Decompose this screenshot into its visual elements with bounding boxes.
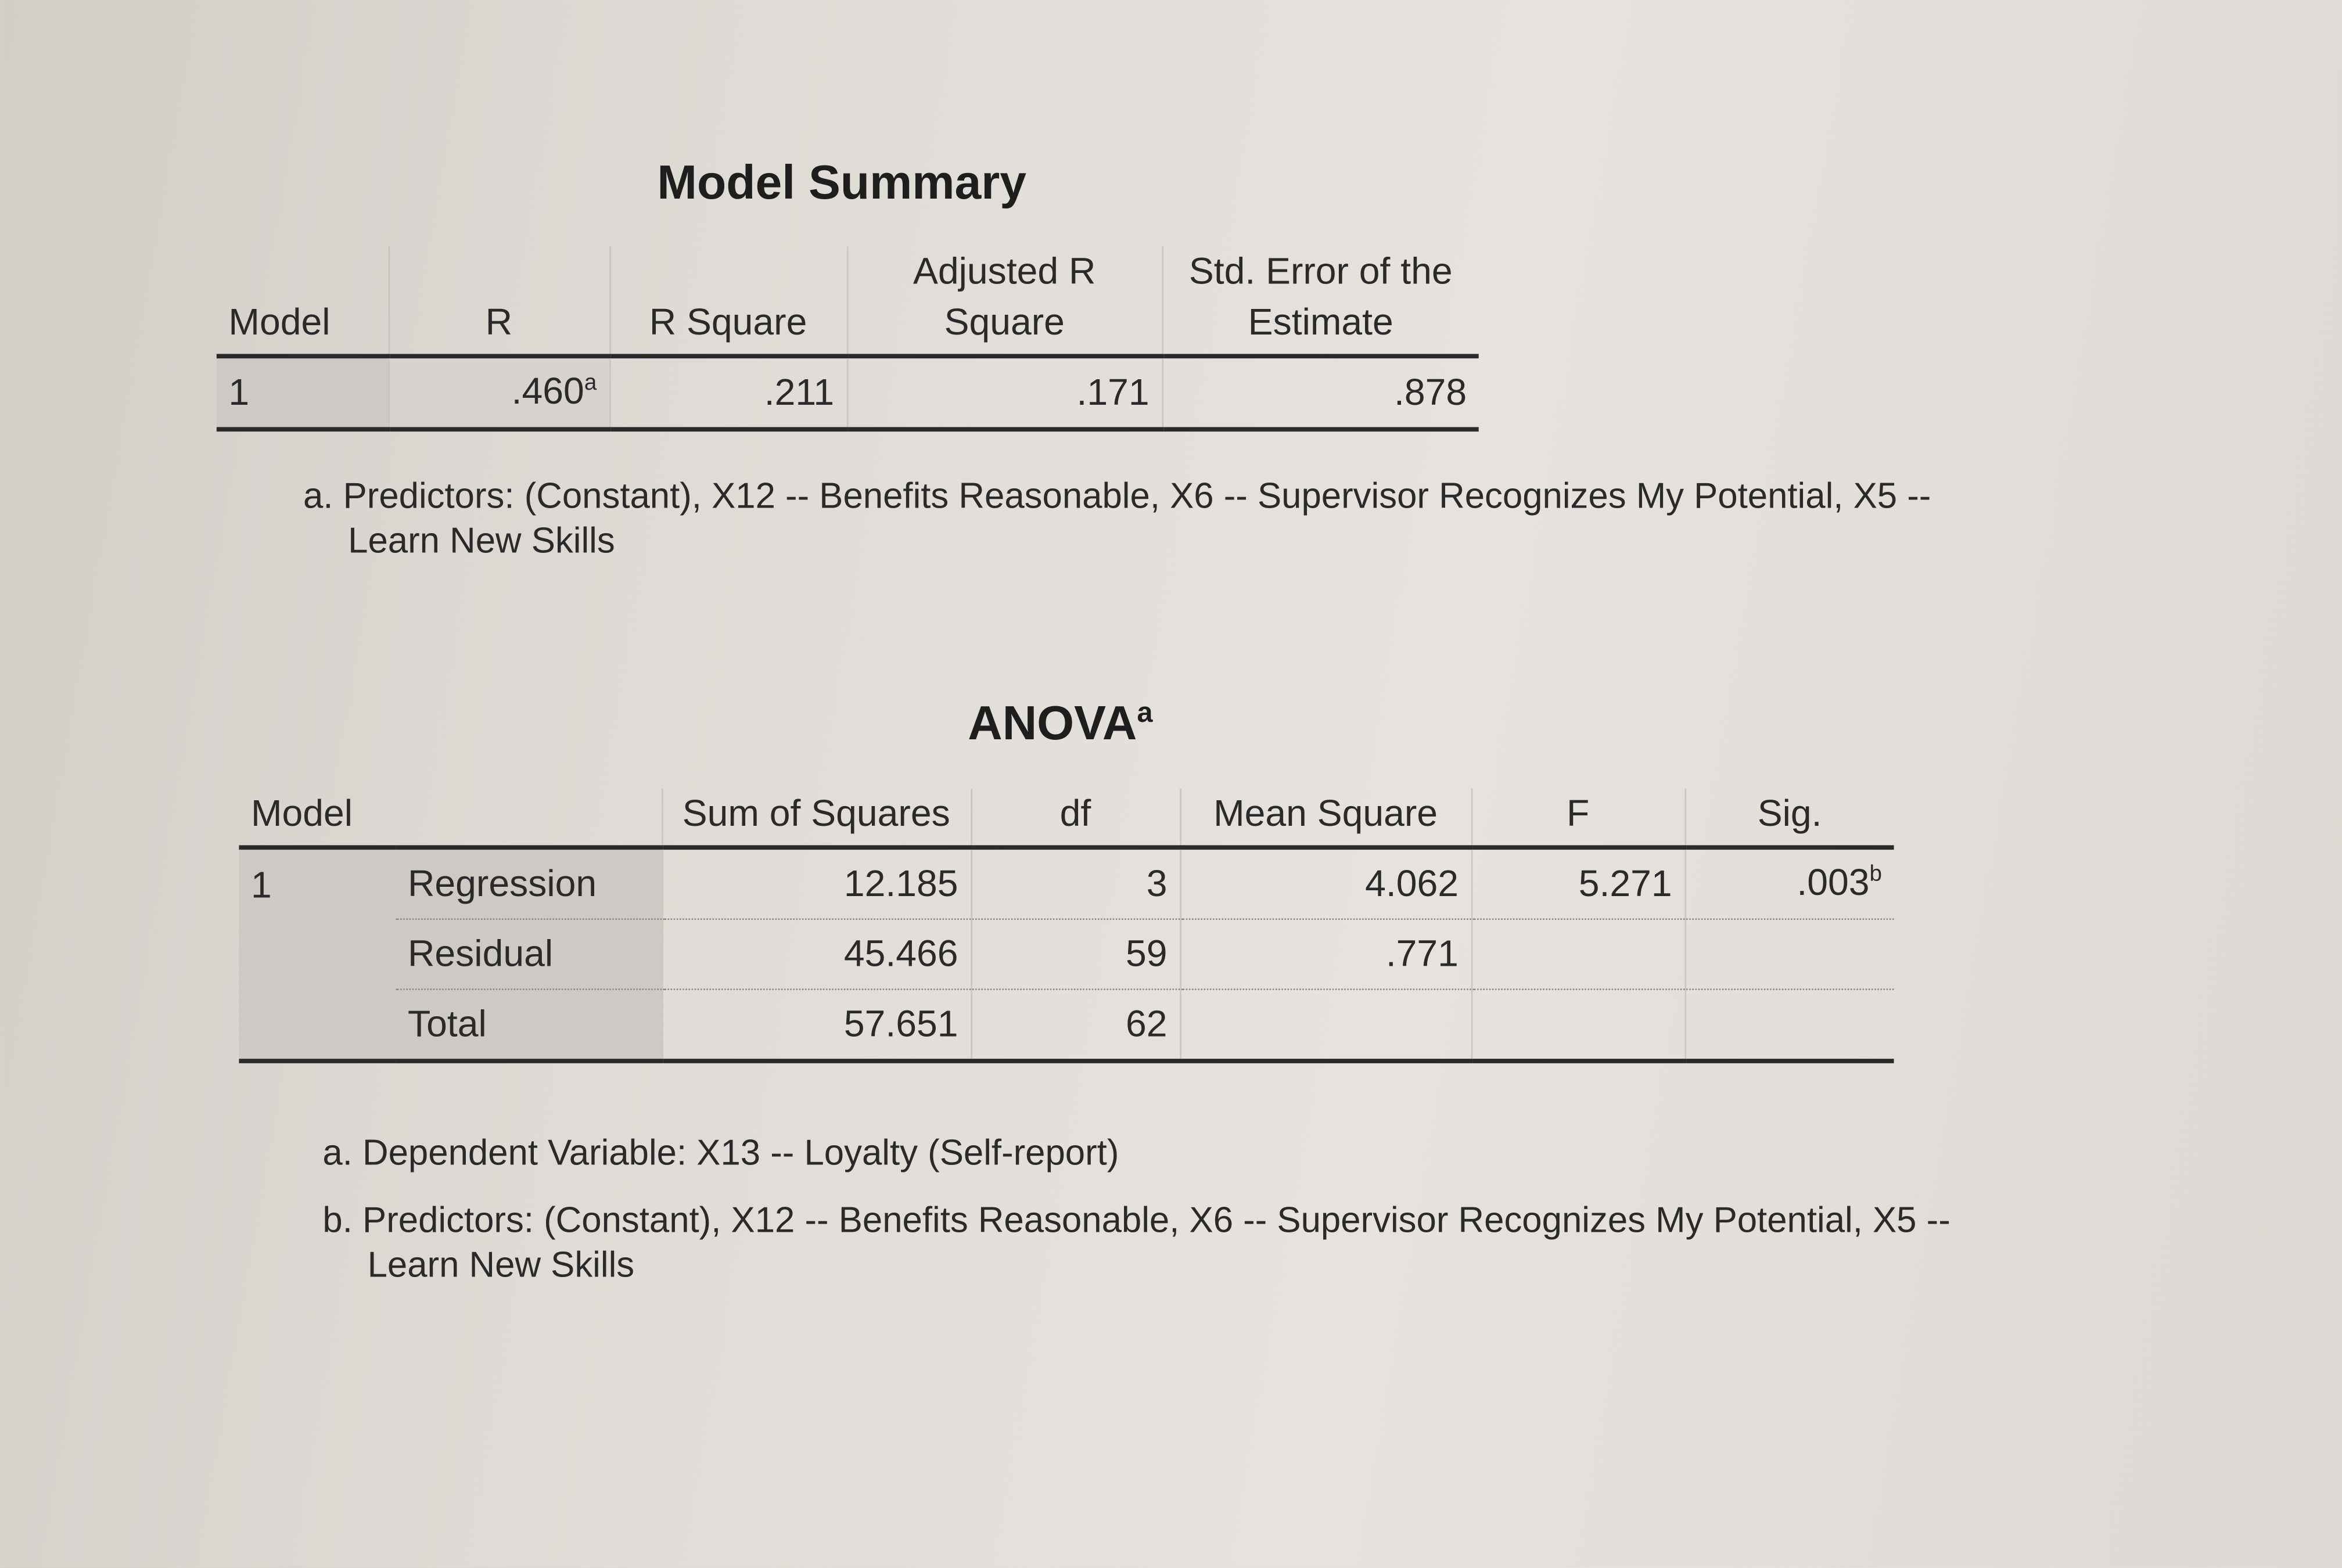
cell-sig [1684, 989, 1894, 1063]
cell-label: Regression [396, 845, 662, 920]
header-std-error: Std. Error of the Estimate [1161, 246, 1479, 357]
cell-ms: .771 [1179, 919, 1471, 990]
header-adj-r-square: Adjusted R Square [846, 246, 1162, 357]
cell-df: 3 [970, 845, 1180, 920]
header-r: R [387, 246, 610, 357]
header-model: Model [250, 793, 353, 835]
anova-footnote-b: b. Predictors: (Constant), X12 -- Benefi… [322, 1200, 1951, 1286]
table-row: 1 Regression 12.185 3 4.062 5.271 .003b [239, 845, 1894, 1063]
model-summary-title: Model Summary [657, 155, 1026, 209]
cell-sig: .003b [1684, 845, 1894, 920]
header-mean-square: Mean Square [1179, 788, 1471, 848]
cell-label: Total [396, 989, 662, 1063]
table-row: Residual 45.466 59 .771 [239, 919, 1894, 990]
header-sum-of-squares: Sum of Squares [660, 788, 971, 848]
cell-df: 62 [970, 989, 1180, 1063]
header-sig: Sig. [1684, 788, 1894, 848]
cell-f [1470, 989, 1685, 1063]
model-summary-table: Model R R Square Adjusted R Square Std. … [216, 246, 1479, 432]
cell-ss: 45.466 [660, 919, 971, 990]
cell-f [1470, 919, 1685, 990]
table-row: 1 .460a .211 .171 .878 [216, 354, 1479, 432]
cell-model: 1 [216, 354, 389, 432]
cell-adj-r-square: .171 [846, 354, 1162, 432]
header-model: Model [228, 301, 331, 344]
table-row: Total 57.651 62 [239, 989, 1894, 1063]
header-df: df [970, 788, 1180, 848]
cell-r-square: .211 [608, 354, 847, 432]
cell-ms: 4.062 [1179, 845, 1471, 920]
header-r-square: R Square [608, 246, 847, 357]
anova-footnote-a: a. Dependent Variable: X13 -- Loyalty (S… [322, 1133, 1119, 1174]
anova-table: Model Sum of Squares df Mean Square F Si… [239, 788, 1894, 1063]
cell-ss: 12.185 [660, 845, 971, 920]
cell-r: .460a [387, 354, 610, 432]
cell-model: 1 [239, 845, 396, 1063]
anova-title: ANOVAa [968, 696, 1153, 750]
cell-std-error: .878 [1161, 354, 1479, 432]
cell-ss: 57.651 [660, 989, 971, 1063]
cell-f: 5.271 [1470, 845, 1685, 920]
cell-sig [1684, 919, 1894, 990]
cell-ms [1179, 989, 1471, 1063]
cell-label: Residual [396, 919, 662, 990]
model-summary-footnote-a: a. Predictors: (Constant), X12 -- Benefi… [303, 476, 1931, 562]
cell-df: 59 [970, 919, 1180, 990]
header-f: F [1470, 788, 1685, 848]
